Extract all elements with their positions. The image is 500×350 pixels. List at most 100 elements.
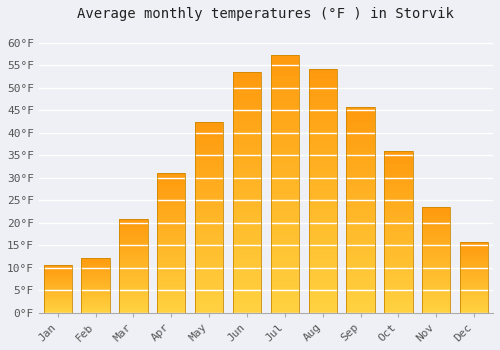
Bar [157, 217, 186, 220]
Bar [308, 93, 337, 98]
Bar [422, 228, 450, 231]
Bar [233, 91, 261, 96]
Bar [346, 218, 375, 222]
Bar [270, 194, 299, 200]
Bar [119, 279, 148, 281]
Bar [308, 127, 337, 132]
Bar [346, 230, 375, 235]
Bar [346, 226, 375, 230]
Bar [384, 271, 412, 274]
Bar [157, 268, 186, 271]
Bar [460, 275, 488, 276]
Bar [157, 229, 186, 231]
Bar [384, 232, 412, 235]
Bar [346, 119, 375, 124]
Bar [346, 239, 375, 243]
Bar [422, 292, 450, 294]
Bar [157, 209, 186, 212]
Bar [119, 268, 148, 270]
Bar [422, 207, 450, 313]
Bar [44, 290, 72, 291]
Bar [82, 290, 110, 292]
Bar [233, 217, 261, 221]
Bar [82, 292, 110, 293]
Bar [346, 222, 375, 226]
Bar [82, 258, 110, 313]
Bar [384, 277, 412, 280]
Bar [422, 233, 450, 235]
Bar [346, 288, 375, 292]
Bar [422, 226, 450, 228]
Bar [233, 120, 261, 125]
Bar [270, 204, 299, 210]
Bar [82, 271, 110, 272]
Bar [346, 308, 375, 313]
Bar [308, 303, 337, 308]
Bar [384, 222, 412, 226]
Bar [195, 217, 224, 221]
Bar [233, 130, 261, 135]
Bar [308, 249, 337, 254]
Bar [422, 283, 450, 285]
Bar [195, 286, 224, 290]
Bar [195, 298, 224, 301]
Bar [82, 283, 110, 284]
Bar [460, 257, 488, 258]
Bar [422, 231, 450, 233]
Bar [308, 240, 337, 244]
Bar [44, 293, 72, 294]
Bar [384, 216, 412, 219]
Bar [384, 203, 412, 206]
Bar [157, 173, 186, 313]
Bar [44, 299, 72, 300]
Bar [384, 152, 412, 313]
Bar [44, 296, 72, 298]
Bar [270, 81, 299, 86]
Bar [44, 287, 72, 288]
Bar [270, 96, 299, 102]
Bar [270, 276, 299, 282]
Bar [82, 298, 110, 300]
Bar [82, 303, 110, 304]
Bar [44, 284, 72, 285]
Bar [422, 281, 450, 283]
Bar [233, 193, 261, 197]
Bar [233, 279, 261, 284]
Bar [195, 148, 224, 152]
Bar [308, 298, 337, 303]
Bar [270, 148, 299, 153]
Bar [422, 250, 450, 252]
Bar [44, 311, 72, 312]
Bar [82, 295, 110, 296]
Bar [119, 253, 148, 254]
Bar [422, 302, 450, 304]
Bar [422, 277, 450, 279]
Bar [384, 171, 412, 174]
Bar [233, 197, 261, 202]
Bar [82, 308, 110, 309]
Bar [119, 272, 148, 273]
Bar [82, 276, 110, 278]
Bar [195, 290, 224, 294]
Bar [460, 297, 488, 299]
Bar [422, 308, 450, 310]
Bar [346, 234, 375, 239]
Bar [233, 207, 261, 212]
Bar [119, 257, 148, 258]
Bar [384, 177, 412, 181]
Bar [384, 264, 412, 267]
Bar [119, 300, 148, 301]
Bar [44, 277, 72, 278]
Bar [460, 261, 488, 262]
Bar [346, 206, 375, 210]
Bar [422, 262, 450, 264]
Bar [460, 299, 488, 300]
Bar [308, 108, 337, 113]
Bar [270, 163, 299, 168]
Bar [308, 84, 337, 89]
Bar [195, 156, 224, 160]
Bar [157, 245, 186, 248]
Bar [460, 301, 488, 303]
Bar [346, 156, 375, 160]
Bar [233, 72, 261, 313]
